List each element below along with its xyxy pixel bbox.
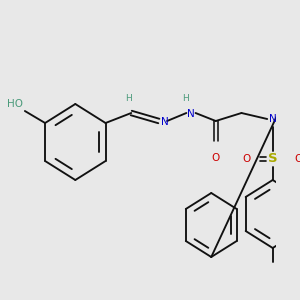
Text: N: N: [161, 117, 168, 127]
Text: N: N: [187, 109, 195, 119]
Text: O: O: [295, 154, 300, 164]
Text: HO: HO: [7, 99, 23, 109]
Text: O: O: [212, 153, 220, 163]
Text: S: S: [268, 152, 278, 166]
Text: O: O: [242, 154, 251, 164]
Text: H: H: [125, 94, 132, 103]
Text: N: N: [269, 114, 277, 124]
Text: H: H: [182, 94, 189, 103]
